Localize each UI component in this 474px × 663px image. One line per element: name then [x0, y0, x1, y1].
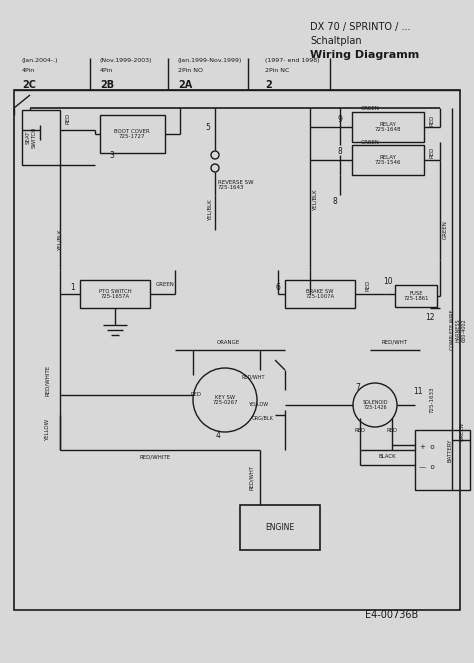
Text: 2A: 2A — [178, 80, 192, 90]
Text: RED: RED — [429, 147, 435, 158]
Bar — [14, 90, 460, 610]
Text: YEL/BLK: YEL/BLK — [312, 189, 318, 211]
Bar — [395, 285, 437, 307]
Bar — [352, 145, 424, 175]
Text: RED: RED — [355, 428, 365, 432]
Text: KEY SW
725-0267: KEY SW 725-0267 — [212, 394, 238, 405]
Text: +  o: + o — [419, 444, 434, 450]
Text: PTO SWITCH
725-1657A: PTO SWITCH 725-1657A — [99, 288, 131, 300]
Text: GREEN: GREEN — [361, 105, 380, 111]
Bar — [22, 110, 60, 165]
Text: Wiring Diagramm: Wiring Diagramm — [310, 50, 419, 60]
Text: 8: 8 — [333, 198, 337, 206]
Text: 6: 6 — [275, 284, 281, 292]
Text: RELAY
725-1648: RELAY 725-1648 — [375, 121, 401, 133]
Text: (Jan.1999-Nov.1999): (Jan.1999-Nov.1999) — [178, 58, 242, 63]
Text: 1: 1 — [71, 284, 75, 292]
Text: GREEN: GREEN — [361, 139, 380, 145]
Text: DX 70 / SPRINTO / ...: DX 70 / SPRINTO / ... — [310, 22, 410, 32]
Text: 11: 11 — [413, 387, 423, 396]
Text: 4Pin: 4Pin — [22, 68, 35, 73]
Text: SEAT
SWITCH: SEAT SWITCH — [26, 127, 36, 148]
Text: 2Pin NO: 2Pin NO — [178, 68, 203, 73]
Text: 4Pin: 4Pin — [100, 68, 113, 73]
Text: BATTERY: BATTERY — [447, 438, 453, 461]
Text: REVERSE SW
725-1643: REVERSE SW 725-1643 — [218, 180, 254, 190]
Text: RED: RED — [365, 279, 371, 290]
Text: (Nov.1999-2003): (Nov.1999-2003) — [100, 58, 153, 63]
Text: RED: RED — [387, 428, 397, 432]
Text: RED/WHT: RED/WHT — [382, 339, 408, 345]
Text: SOLENOID
725-1426: SOLENOID 725-1426 — [362, 400, 388, 410]
Text: BOOT COVER
725-1727: BOOT COVER 725-1727 — [114, 129, 150, 139]
Bar — [80, 280, 150, 308]
Text: 9: 9 — [337, 115, 342, 125]
Text: 12: 12 — [425, 314, 435, 322]
Text: 725-1633: 725-1633 — [429, 387, 435, 413]
Text: BLACK: BLACK — [378, 455, 396, 459]
Text: RED/WHT: RED/WHT — [249, 465, 255, 491]
Text: —  o: — o — [419, 464, 435, 470]
Bar — [240, 505, 320, 550]
Text: ORANGE: ORANGE — [216, 339, 240, 345]
Text: 2: 2 — [265, 80, 272, 90]
Text: YEL/BLK: YEL/BLK — [57, 229, 63, 251]
Text: GREEN: GREEN — [459, 422, 465, 442]
Text: 2Pin NC: 2Pin NC — [265, 68, 289, 73]
Text: 10: 10 — [383, 278, 393, 286]
Text: RED: RED — [65, 112, 71, 124]
Bar — [352, 112, 424, 142]
Text: RED/WHITE: RED/WHITE — [139, 455, 171, 459]
Text: YEL/BLK: YEL/BLK — [208, 199, 212, 221]
Text: RED: RED — [429, 114, 435, 126]
Text: 2C: 2C — [22, 80, 36, 90]
Bar — [285, 280, 355, 308]
Bar — [415, 430, 470, 490]
Text: ORG/BLK: ORG/BLK — [252, 416, 274, 420]
Text: BRAKE SW
725-1007A: BRAKE SW 725-1007A — [305, 288, 335, 300]
Text: 5: 5 — [205, 123, 210, 133]
Text: RELAY
725-1546: RELAY 725-1546 — [375, 154, 401, 165]
Text: 8: 8 — [337, 147, 342, 156]
Text: RED/WHT: RED/WHT — [241, 375, 265, 379]
Text: RED/WHITE: RED/WHITE — [46, 365, 51, 396]
Text: Schaltplan: Schaltplan — [310, 36, 362, 46]
Text: 7: 7 — [356, 383, 360, 392]
Text: (1997- end 1998): (1997- end 1998) — [265, 58, 319, 63]
Text: (Jan.2004-.): (Jan.2004-.) — [22, 58, 58, 63]
Text: 2B: 2B — [100, 80, 114, 90]
Text: GREEN: GREEN — [155, 282, 174, 286]
Text: 3: 3 — [109, 152, 114, 160]
Text: ENGINE: ENGINE — [265, 522, 294, 532]
Bar — [100, 115, 165, 153]
Text: GREEN: GREEN — [443, 221, 447, 239]
Text: YELLOW: YELLOW — [46, 419, 51, 441]
Text: FUSE
725-1861: FUSE 725-1861 — [403, 290, 429, 302]
Text: YELLOW: YELLOW — [248, 402, 268, 408]
Text: 4: 4 — [216, 430, 220, 440]
Text: COMPLETE WIRE
HARNESS
630-4002: COMPLETE WIRE HARNESS 630-4002 — [450, 310, 466, 350]
Text: E4-00736B: E4-00736B — [365, 610, 418, 620]
Text: RED: RED — [191, 392, 201, 398]
